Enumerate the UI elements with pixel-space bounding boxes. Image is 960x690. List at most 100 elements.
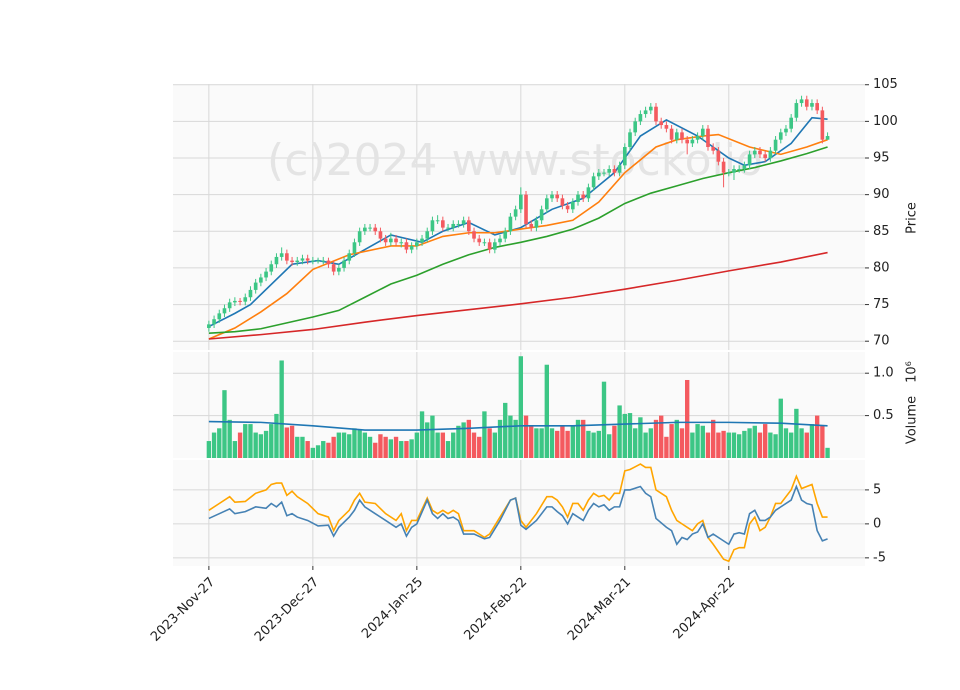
volume-bar xyxy=(539,428,544,458)
volume-bar xyxy=(669,424,674,458)
volume-bar xyxy=(336,432,342,458)
candle-body xyxy=(529,223,534,228)
y-axis-label: Price xyxy=(905,202,920,234)
volume-bar xyxy=(643,432,648,458)
candle-body xyxy=(581,194,586,199)
candle-body xyxy=(227,302,232,309)
volume-bar xyxy=(768,432,773,458)
volume-bar xyxy=(404,441,409,458)
volume-bar xyxy=(820,425,825,458)
volume-bar xyxy=(700,425,705,458)
volume-bar xyxy=(383,436,388,458)
candle-body xyxy=(446,227,450,229)
candle-body xyxy=(825,136,830,140)
volume-bar xyxy=(310,447,316,458)
volume-bar xyxy=(289,425,295,458)
candle-body xyxy=(425,231,430,239)
candle-body xyxy=(357,231,362,243)
candle-body xyxy=(612,169,617,173)
candle-body xyxy=(778,132,783,140)
candle-body xyxy=(482,242,487,244)
candle-body xyxy=(300,258,305,261)
candle-body xyxy=(539,209,544,221)
candle-body xyxy=(274,256,279,265)
candle-body xyxy=(420,238,424,243)
volume-bar xyxy=(477,436,482,458)
line xyxy=(208,251,828,340)
candle-body xyxy=(815,103,819,111)
volume-bar xyxy=(679,428,685,458)
volume-bar xyxy=(788,432,794,458)
scale-label: 10⁶ xyxy=(905,361,920,383)
volume-bar xyxy=(414,432,420,458)
candle-body xyxy=(789,117,793,129)
candle-body xyxy=(773,139,778,151)
candle-body xyxy=(638,114,643,122)
volume-bar xyxy=(393,436,399,458)
volume-bar xyxy=(362,432,368,458)
candle-body xyxy=(207,324,211,329)
volume-bar xyxy=(622,413,627,458)
y-tick-label: 0 xyxy=(873,516,881,531)
x-tick-label: 2024-Mar-21 xyxy=(565,575,634,644)
volume-bar xyxy=(825,447,830,458)
volume-bar xyxy=(638,417,643,458)
volume-bar xyxy=(425,422,430,458)
candle-body xyxy=(404,242,409,250)
candle-body xyxy=(305,258,310,261)
candle-body xyxy=(560,198,565,206)
candle-body xyxy=(331,264,336,272)
volume-bar xyxy=(492,432,498,458)
y-tick-label: 90 xyxy=(873,187,890,202)
candle-body xyxy=(726,172,731,174)
candle-body xyxy=(763,154,767,159)
volume-bar xyxy=(529,425,534,458)
candle-body xyxy=(342,260,346,268)
candle-body xyxy=(233,300,237,303)
volume-bar xyxy=(367,436,373,458)
candle-body xyxy=(747,154,752,166)
candle-body xyxy=(690,139,695,144)
volume-bar xyxy=(721,430,726,458)
candle-body xyxy=(269,264,274,272)
volume-bar xyxy=(596,430,601,458)
candle-body xyxy=(508,216,513,232)
y-tick-label: 80 xyxy=(873,260,890,275)
candle-body xyxy=(628,132,632,148)
volume-bar xyxy=(435,432,440,458)
candle-body xyxy=(716,150,721,162)
volume-bar xyxy=(523,415,529,458)
volume-bar xyxy=(607,434,612,458)
candle-body xyxy=(503,231,508,239)
candle-body xyxy=(732,169,736,173)
candle-body xyxy=(264,271,268,278)
candle-body xyxy=(706,128,710,148)
volume-bar xyxy=(211,432,217,458)
volume-bar xyxy=(731,432,737,458)
y-tick-label: 105 xyxy=(873,77,898,92)
volume-bar xyxy=(783,428,789,458)
candle-body xyxy=(477,238,482,243)
volume-bar xyxy=(513,419,518,458)
y-axis-label: Volume xyxy=(905,396,920,444)
volume-bar xyxy=(253,432,258,458)
y-tick-label: 95 xyxy=(873,151,890,166)
y-tick-label: 1.0 xyxy=(873,366,894,381)
y-tick-label: 85 xyxy=(873,224,890,239)
volume-bar xyxy=(440,432,446,458)
candle-body xyxy=(337,267,341,272)
watermark: (c)2024 www.stockolio xyxy=(267,135,763,186)
candle-body xyxy=(602,172,606,174)
volume-bar xyxy=(232,441,238,458)
volume-bar xyxy=(451,432,456,458)
volume-bar xyxy=(773,434,778,458)
volume-bar xyxy=(560,425,565,458)
candle-body xyxy=(700,128,705,137)
volume-bar xyxy=(341,432,347,458)
candle-body xyxy=(565,205,570,210)
volume-bar xyxy=(742,430,747,458)
candle-body xyxy=(378,231,383,239)
candle-body xyxy=(394,238,398,243)
candle-body xyxy=(758,150,762,155)
volume-bar xyxy=(471,432,477,458)
